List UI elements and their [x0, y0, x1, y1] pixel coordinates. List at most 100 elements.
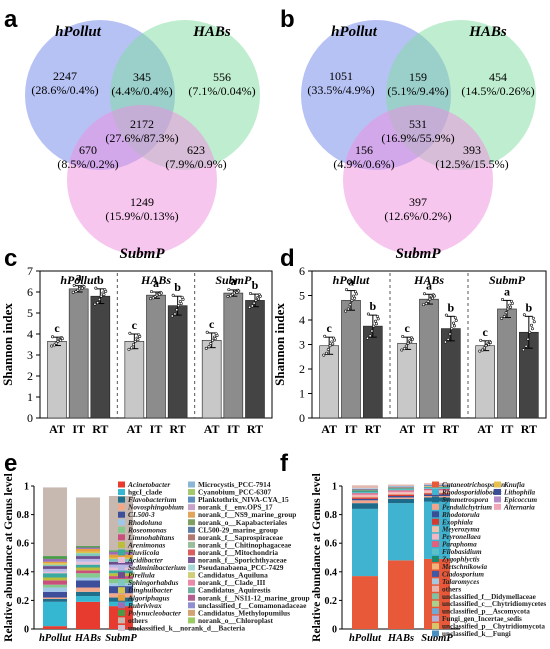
y-axis-label: Shannon index	[0, 303, 15, 386]
significance-letter: a	[230, 274, 236, 288]
data-point	[428, 297, 432, 301]
stack-segment	[76, 580, 100, 588]
legend-swatch	[432, 615, 439, 622]
data-point	[372, 324, 376, 328]
significance-letter: c	[132, 318, 138, 332]
legend-swatch	[188, 602, 195, 609]
x-tick-label: AT	[126, 422, 142, 436]
legend-label: Rhodotorula	[441, 511, 480, 519]
legend-swatch	[118, 564, 125, 571]
stack-segment	[43, 563, 67, 565]
legend-swatch	[432, 570, 439, 577]
legend-label: CL500-3	[128, 510, 155, 519]
legend-label: unclassified_c__Chytridiomycetes	[442, 600, 546, 608]
bar	[319, 345, 339, 419]
data-point	[444, 313, 448, 317]
data-point	[250, 304, 254, 308]
data-point	[409, 340, 413, 344]
stack-segment	[109, 561, 133, 565]
data-point	[344, 288, 348, 292]
y-tick-label: 2	[299, 362, 305, 376]
legend-label: norank_f__NS9_marine_group	[198, 510, 296, 519]
stack-segment	[76, 556, 100, 559]
venn-region-count: 397	[409, 195, 427, 209]
data-point	[370, 329, 374, 333]
legend-swatch	[188, 504, 195, 511]
bar	[419, 298, 439, 419]
data-point	[487, 343, 491, 347]
stack-segment	[43, 558, 67, 562]
significance-letter: a	[348, 275, 354, 289]
legend-label: norank_o__Kapabacteriales	[198, 518, 287, 527]
data-point	[443, 340, 447, 344]
y-tick-label: 0	[332, 625, 337, 636]
legend-swatch	[188, 534, 195, 541]
data-point	[227, 288, 231, 292]
significance-letter: b	[252, 278, 259, 292]
legend-swatch	[188, 594, 195, 601]
legend-label: Alternaria	[503, 503, 535, 511]
bar	[47, 341, 67, 419]
y-tick-label: 0.6	[17, 539, 30, 550]
legend-swatch	[432, 593, 439, 600]
legend-label: Dinghuibacter	[127, 586, 172, 595]
panel-letter-e: e	[4, 450, 17, 477]
stack-segment	[352, 508, 378, 577]
data-point	[479, 338, 483, 342]
stack-segment	[388, 488, 414, 489]
legend-label: Epicoccum	[503, 496, 538, 504]
data-point	[179, 302, 183, 306]
legend-label: Candidatus_Aquirestis	[198, 586, 271, 595]
stack-segment	[352, 497, 378, 499]
legend-label: unclassified_f__Didymellaceae	[442, 593, 536, 601]
data-point	[346, 307, 350, 311]
venn-region-count: 393	[463, 143, 481, 157]
legend-label: Limnohabitans	[127, 533, 175, 542]
stack-segment	[43, 591, 67, 598]
data-point	[431, 296, 435, 300]
x-tick-label: AT	[49, 422, 65, 436]
x-tick-label: IT	[72, 422, 85, 436]
legend-swatch	[188, 617, 195, 624]
stack-segment	[388, 488, 414, 491]
x-tick-label: IT	[501, 422, 514, 436]
x-tick-label: IT	[227, 422, 240, 436]
y-tick-label: 0.2	[17, 596, 30, 607]
venn-region-count: 670	[79, 143, 97, 157]
legend-label: Pirellula	[128, 571, 155, 580]
legend-label: Filobasidium	[442, 548, 482, 556]
legend-swatch	[432, 630, 439, 637]
x-tick-label: SubmP	[421, 633, 453, 644]
legend-swatch	[118, 557, 125, 563]
legend-label: CL500-29_marine_group	[198, 525, 278, 534]
data-point	[530, 323, 534, 327]
x-tick-label: RT	[521, 422, 537, 436]
bar	[201, 339, 222, 419]
data-point	[526, 337, 530, 341]
y-tick-label: 0.8	[17, 510, 30, 521]
legend-label: Pseudanabaena_PCC-7429	[198, 563, 284, 572]
venn-region-count: 345	[133, 70, 151, 84]
significance-letter: a	[504, 284, 510, 298]
legend-label: Roseomonas	[127, 525, 167, 534]
y-tick-label: 1	[332, 482, 337, 493]
data-point	[376, 317, 380, 321]
data-point	[248, 305, 252, 309]
stack-segment	[352, 488, 378, 489]
x-tick-label: AT	[204, 422, 220, 436]
venn-region-count: 159	[409, 70, 427, 84]
significance-letter: b	[97, 273, 104, 287]
legend-swatch	[188, 541, 195, 548]
y-tick-label: 3	[299, 338, 305, 352]
data-point	[478, 349, 482, 353]
venn-set-label: HABs	[192, 24, 231, 40]
legend-swatch	[118, 594, 125, 601]
data-point	[453, 316, 457, 320]
data-point	[452, 321, 456, 325]
legend-swatch	[118, 481, 125, 488]
y-tick-label: 0.2	[325, 596, 338, 607]
venn-region-pct: (5.1%/9.4%)	[387, 84, 448, 98]
stack-segment	[76, 567, 100, 571]
data-point	[530, 327, 534, 331]
bar	[245, 300, 265, 419]
